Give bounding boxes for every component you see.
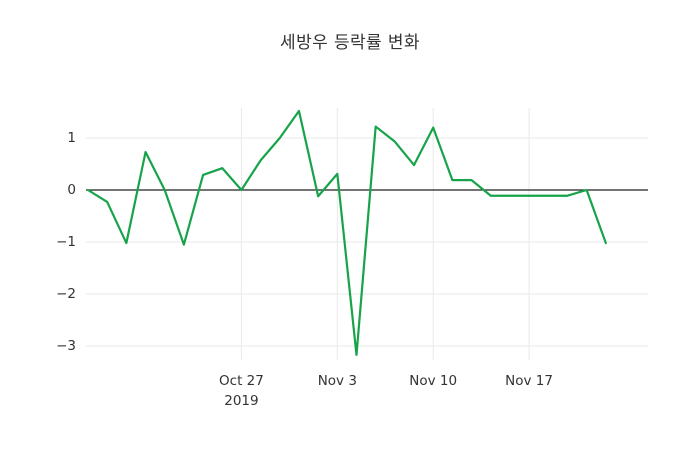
y-tick-label: −1 xyxy=(56,234,76,250)
y-tick-label: −2 xyxy=(56,286,76,302)
chart-title: 세방우 등락률 변화 xyxy=(280,33,420,53)
x-tick-label: Nov 10 xyxy=(409,373,458,389)
y-tick-label: 0 xyxy=(67,182,76,198)
x-tick-label: Oct 27 2019 xyxy=(219,373,264,409)
x-gridlines xyxy=(240,108,530,360)
x-tick-label: Nov 3 xyxy=(317,373,357,389)
x-tick-label: Nov 17 xyxy=(505,373,553,389)
y-tick-label: −3 xyxy=(56,338,76,354)
y-tick-label: 1 xyxy=(67,130,76,146)
series-line-change-rate xyxy=(86,109,607,356)
